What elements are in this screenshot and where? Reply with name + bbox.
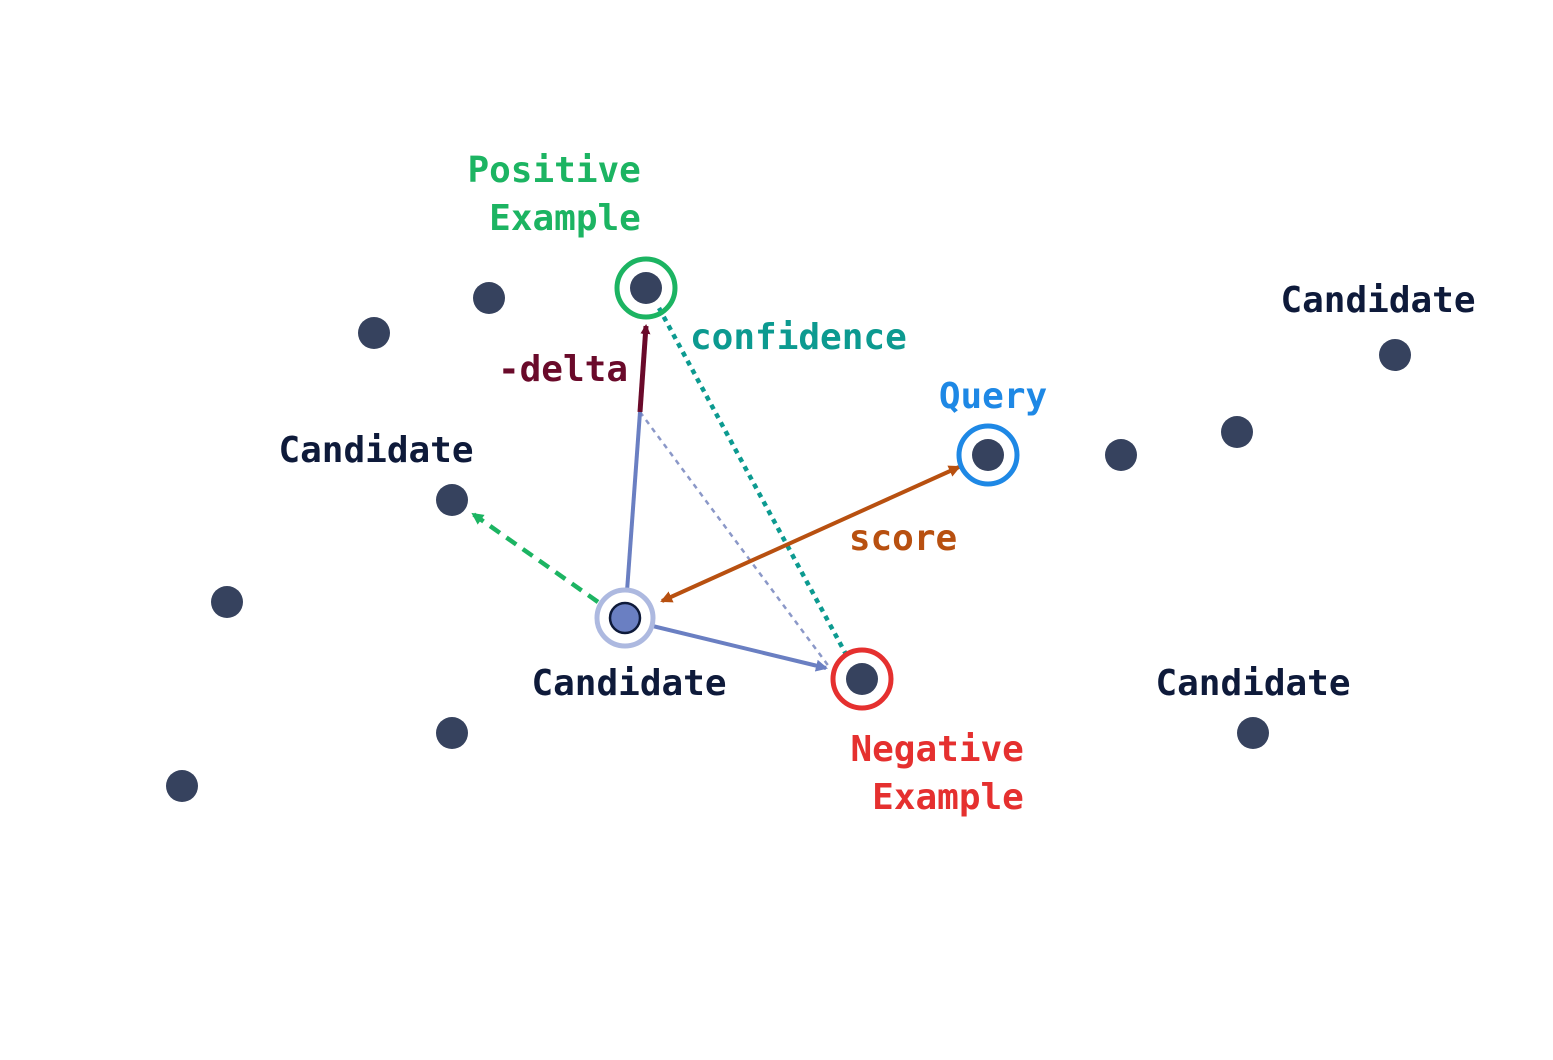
point [1221,416,1253,448]
negative-label-line-2: Example [872,777,1024,818]
negative-label-line-1: Negative [850,729,1023,770]
candidate-label-bottom-right: Candidate [1155,663,1350,704]
candidate-to-positive-vector [624,411,642,606]
candidate-label-left: Candidate [278,430,473,471]
delta-arrow [637,324,651,413]
positive-label-line-1: Positive [467,150,640,191]
point [166,770,198,802]
positive-label-line-2: Example [489,198,641,239]
candidate-label-center: Candidate [531,663,726,704]
positive-example-label: Positive Example [467,150,662,239]
point [211,586,243,618]
confidence-label: confidence [690,317,907,358]
candidate-point-selected [594,587,656,649]
point [436,484,468,516]
point [1105,439,1137,471]
point [473,282,505,314]
projection-dotted-line [638,411,832,669]
candidate-to-negative-vector [635,620,828,672]
point [1379,339,1411,371]
delta-label: -delta [498,349,628,390]
confidence-line [657,306,850,660]
candidate-to-candidate-arrow [471,512,600,604]
query-label: Query [939,376,1047,417]
point [1237,717,1269,749]
score-label: score [849,518,957,559]
point [436,717,468,749]
candidate-label-top-right: Candidate [1280,280,1475,321]
negative-example-label: Negative Example [850,729,1045,818]
query-point [956,423,1020,487]
point [358,317,390,349]
positive-example-point [614,256,678,320]
negative-example-point [830,647,894,711]
score-arrow [660,465,961,603]
